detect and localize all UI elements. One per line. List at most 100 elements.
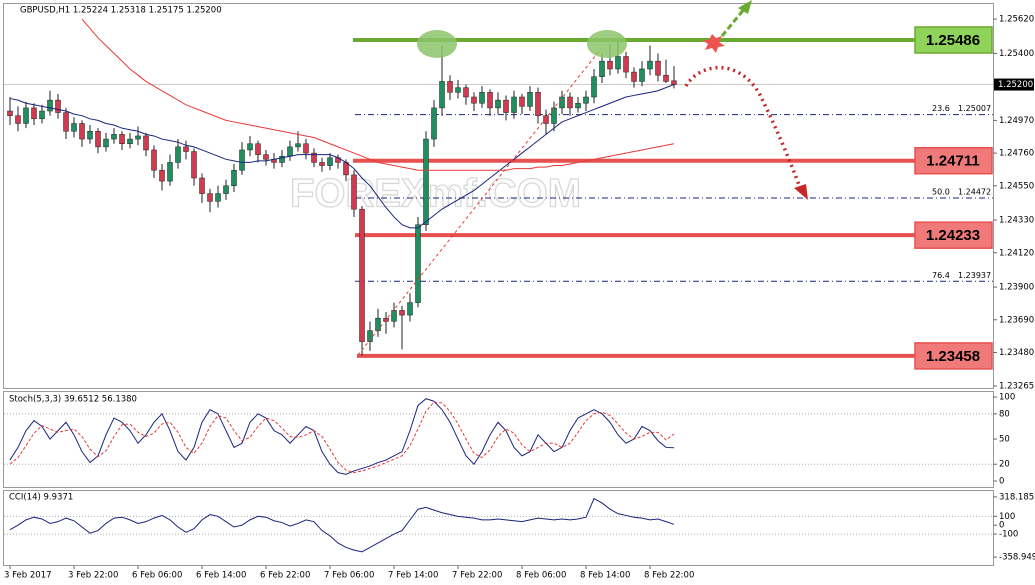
y-tick-label: 0	[999, 521, 1004, 531]
candle-body	[455, 87, 461, 93]
candle-body	[607, 60, 613, 70]
candle-body	[143, 135, 149, 151]
fib-ratio: 23.6	[932, 104, 950, 113]
x-tick-label: 7 Feb 06:00	[324, 571, 374, 581]
x-tick-label: 8 Feb 22:00	[644, 571, 694, 581]
candle-body	[175, 146, 181, 163]
level-label: 1.23458	[926, 348, 980, 365]
y-tick-label: 0	[999, 477, 1004, 487]
candle-body	[239, 149, 245, 171]
annotations	[357, 0, 808, 356]
level-label: 1.25486	[926, 32, 980, 49]
candle-body	[519, 96, 525, 107]
y-tick-label: 1.25400	[999, 49, 1034, 59]
candle-body	[223, 185, 229, 194]
y-tick-label: 1.24330	[999, 216, 1034, 226]
x-tick-label: 3 Feb 22:00	[68, 571, 118, 581]
candle-body	[391, 310, 397, 322]
y-tick-label: 100	[999, 393, 1015, 403]
candle-body	[495, 99, 501, 109]
candle-body	[383, 317, 389, 322]
cci-panel	[3, 490, 994, 566]
candle-body	[623, 56, 629, 73]
current-price-label: 1.25200	[998, 80, 1033, 90]
candle-body	[351, 174, 357, 210]
candle-body	[151, 149, 157, 171]
x-tick-label: 6 Feb 14:00	[196, 571, 246, 581]
candle-body	[663, 74, 669, 82]
watermark: FOREXmf.COM	[290, 172, 581, 216]
candle-body	[431, 107, 437, 140]
touch-marker	[587, 30, 627, 58]
candle-body	[103, 138, 109, 148]
candle-body	[199, 177, 205, 194]
candle-body	[655, 60, 661, 76]
candle-body	[559, 96, 565, 109]
y-tick-label: 1.24970	[999, 116, 1034, 126]
x-tick-label: 6 Feb 06:00	[132, 571, 182, 581]
candle-body	[7, 110, 13, 116]
candle-body	[39, 110, 45, 120]
candle-body	[359, 208, 365, 342]
candle-body	[671, 80, 677, 85]
candle-body	[639, 68, 645, 82]
level-label: 1.24711	[926, 153, 979, 170]
series-line	[9, 497, 675, 553]
current-price-box	[994, 78, 1034, 91]
candle-body	[23, 107, 29, 124]
candle-body	[591, 76, 597, 98]
candle-body	[47, 99, 53, 112]
candle-body	[119, 134, 125, 144]
candle-body	[615, 56, 621, 70]
x-tick-label: 7 Feb 14:00	[388, 571, 438, 581]
series-line	[81, 18, 675, 171]
candle-body	[215, 193, 221, 202]
candle-body	[311, 152, 317, 163]
y-tick-label: 1.23480	[999, 348, 1034, 358]
candle-body	[167, 162, 173, 182]
arrow-head	[738, 0, 752, 14]
candle-body	[183, 146, 189, 152]
y-tick-label: 20	[999, 460, 1010, 470]
series-line	[9, 84, 675, 229]
main-panel	[3, 3, 994, 389]
candle-body	[295, 143, 301, 148]
candle-body	[375, 317, 381, 331]
candle-body	[247, 143, 253, 151]
candle-body	[567, 96, 573, 109]
candle-body	[439, 81, 445, 109]
fib-price: 1.25007	[958, 104, 991, 113]
y-tick-label: 1.25620	[999, 15, 1034, 25]
level-box	[914, 221, 993, 249]
fib-price: 1.24472	[958, 187, 991, 196]
candle-body	[159, 169, 165, 182]
candle-body	[231, 169, 237, 187]
candle-body	[31, 107, 37, 120]
candle-body	[487, 92, 493, 109]
candle-body	[399, 310, 405, 316]
y-tick-label: -100	[999, 530, 1018, 540]
y-tick-label: 1.24120	[999, 248, 1034, 258]
level-label: 1.24233	[926, 227, 980, 244]
cci-title: CCI(14) 9.9371	[9, 493, 73, 503]
candle-body	[599, 60, 605, 77]
candle-body	[415, 224, 421, 303]
candle-body	[287, 146, 293, 157]
candle-body	[255, 143, 261, 155]
x-tick-label: 8 Feb 14:00	[580, 571, 630, 581]
candle-body	[471, 96, 477, 104]
y-tick-label: 80	[999, 409, 1010, 419]
y-tick-label: -358.949	[999, 553, 1035, 563]
candle-body	[367, 330, 373, 342]
candle-body	[15, 115, 21, 124]
fib-ratio: 76.4	[932, 271, 950, 280]
level-box	[914, 342, 993, 370]
candle-body	[55, 99, 61, 113]
candle-body	[327, 157, 333, 166]
candle-body	[423, 138, 429, 225]
y-tick-label: 1.23265	[999, 381, 1034, 391]
candle-body	[95, 131, 101, 148]
y-tick-label: 100	[999, 512, 1015, 522]
series-line	[9, 401, 675, 474]
